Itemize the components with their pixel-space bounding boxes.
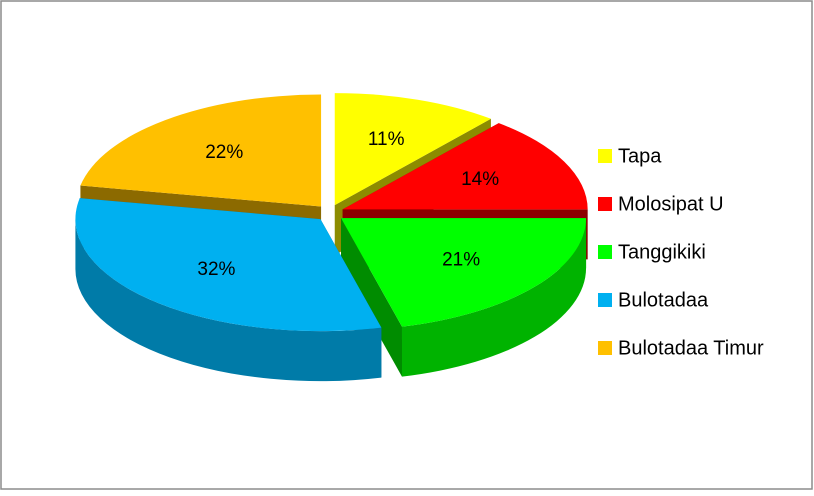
slice — [75, 198, 382, 332]
pie: 11% 22% 14% 21% 32% — [75, 93, 588, 382]
data-label: 11% — [368, 129, 405, 150]
legend-label: Bulotadaa Timur — [618, 337, 764, 359]
legend-swatch — [598, 197, 612, 211]
legend-swatch — [598, 149, 612, 163]
slice — [80, 94, 322, 207]
slice-side — [341, 218, 402, 377]
legend-swatch — [598, 245, 612, 259]
legend: Tapa Molosipat U Tanggikiki Bulotadaa Bulota… — [598, 145, 764, 359]
data-label: 32% — [197, 259, 235, 280]
slice — [342, 123, 588, 210]
legend-label: Molosipat U — [618, 193, 724, 215]
legend-label: Tanggikiki — [618, 241, 706, 263]
legend-label: Tapa — [618, 145, 662, 167]
data-label: 14% — [461, 169, 499, 190]
slice — [341, 218, 587, 327]
legend-swatch — [598, 341, 612, 355]
data-label: 21% — [442, 250, 480, 271]
legend-label: Bulotadaa — [618, 289, 709, 311]
slice — [334, 93, 491, 206]
data-label: 22% — [205, 142, 243, 163]
legend-swatch — [598, 293, 612, 307]
slice-wall — [75, 219, 382, 382]
slice-wall — [401, 218, 587, 377]
